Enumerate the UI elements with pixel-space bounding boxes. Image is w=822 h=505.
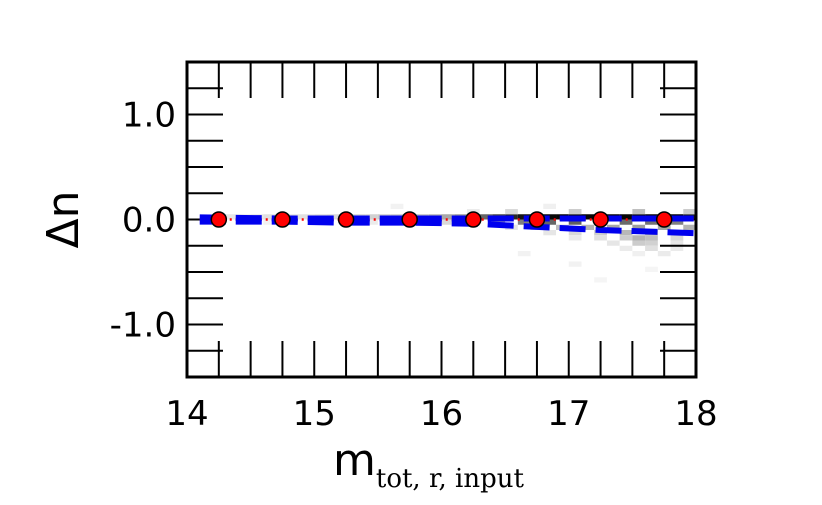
x-tick-label: 14 [165,394,208,434]
density-cell [225,214,238,220]
density-cell [619,219,633,225]
density-cell [670,240,684,246]
density-cell [619,235,633,241]
density-cell [670,219,684,225]
density-cell [594,235,607,241]
density-cell [645,240,658,246]
x-tick-label: 18 [674,394,717,434]
x-tick-label: 16 [420,394,463,434]
axis-ticks [187,62,696,377]
density-cell [632,235,646,241]
density-cell [365,219,378,225]
density-cell [606,224,620,230]
density-cell [594,277,607,283]
density-cell [479,214,493,220]
density-cell [670,245,684,251]
density-cell [543,203,557,209]
y-tick-label: 1.0 [122,96,176,136]
density-cell [568,261,582,267]
density-cell [441,214,455,220]
density-cell [505,209,518,215]
density-cell [657,251,671,257]
density-cell [263,214,277,220]
density-cell [568,209,582,215]
density-cell [632,251,646,257]
x-tick-label: 15 [293,394,336,434]
density-cell [619,230,633,236]
y-axis-label: Δn [38,191,89,249]
density-cell [365,214,378,220]
median-point [210,211,228,228]
density-cell [441,219,455,225]
density-cell [517,251,531,257]
density-cell [581,224,595,230]
density-cell [683,209,696,215]
density-cell [632,240,646,246]
median-point [401,211,418,228]
y-tick-label: 0.0 [122,201,176,241]
x-tick-label: 17 [547,394,590,434]
density-cell [619,214,633,220]
density-cell [645,219,658,225]
density-cell [568,235,582,241]
density-cell [619,245,633,251]
density-cell [670,235,684,241]
density-cell [543,219,557,225]
y-tick-label: -1.0 [110,306,176,346]
density-cell [645,235,658,241]
plot-frame [185,60,698,379]
median-point [337,211,355,228]
density-cell [683,224,696,230]
density-cell [645,245,658,251]
density-cell [632,209,646,215]
density-cell [517,219,531,225]
median-point [528,211,546,228]
density-cell [606,240,620,246]
median-point [465,211,482,228]
x-axis-label-main: m [333,435,376,486]
x-axis-label: mtot, r, input [333,435,525,494]
tick-labels: 14 15 16 17 18 1.0 0.0 -1.0 [110,96,718,435]
density-cell [645,266,658,272]
density-cell [632,224,646,230]
density-cell [543,230,557,236]
median-point [274,211,291,228]
density-cell [568,230,582,236]
median-points [210,211,673,228]
density-cell [581,214,595,220]
median-point [655,211,673,228]
density-cell [390,203,404,209]
density-cell [263,219,277,225]
median-point [592,211,609,228]
x-axis-label-subscript: tot, r, input [376,464,525,494]
density-cell [568,219,582,225]
